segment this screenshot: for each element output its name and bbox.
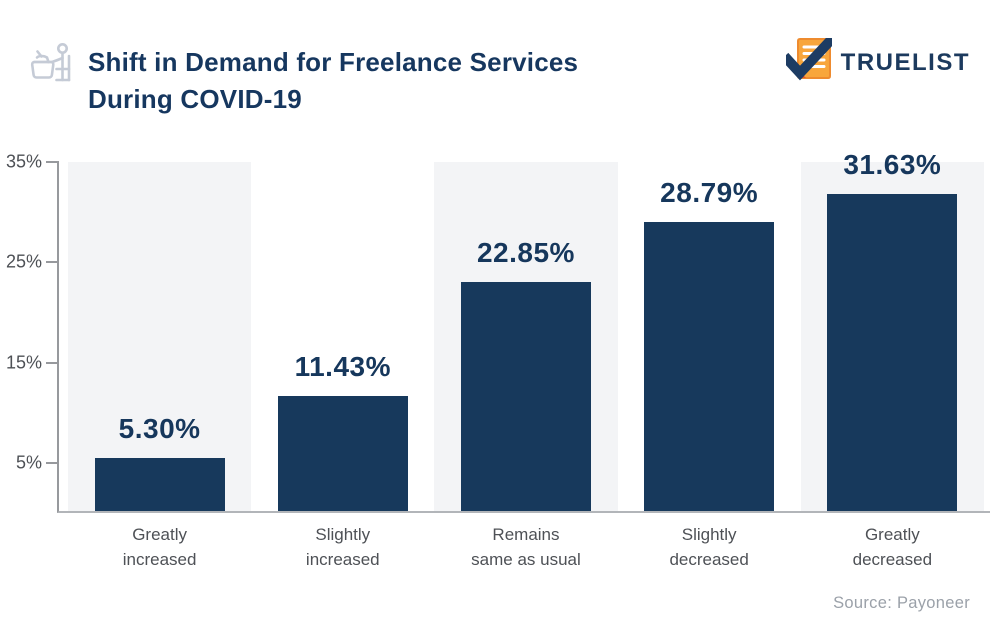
truelist-logo: TRUELIST [780,34,970,87]
bar [277,396,408,511]
plot-area: 5.30% Greatly increased 11.43% Slightly inc… [6,149,990,569]
category-label: Greatly increased [122,525,197,569]
checklist-check-icon [780,34,836,87]
chart-column: 22.85% Remains same as usual [434,162,618,569]
chart-column: 28.79% Slightly decreased [618,162,801,569]
bar [94,458,225,511]
category-label: Remains same as usual [471,525,581,569]
chart-column: 31.63% Greatly decreased [800,149,984,569]
bar [460,282,591,511]
columns-container: 5.30% Greatly increased 11.43% Slightly inc… [68,149,984,569]
logo-wordmark: TRUELIST [840,48,970,76]
chart-title-line2: During COVID-19 [88,83,302,114]
y-tick-mark [46,261,59,263]
source-attribution: Source: Payoneer [833,594,970,612]
category-label: Greatly decreased [852,525,933,569]
category-label: Slightly decreased [669,525,749,569]
bar-value-label: 31.63% [843,149,942,180]
chart-column: 5.30% Greatly increased [68,162,252,569]
chart-title-line1: Shift in Demand for Freelance Services [88,47,579,77]
bar-value-label: 11.43% [294,351,391,382]
y-tick-mark [46,161,59,163]
y-tick-mark [46,362,59,364]
y-tick-label: 25% [5,251,42,272]
freelancer-at-desk-icon [25,36,79,97]
category-label: Slightly increased [305,525,380,569]
y-tick-label: 35% [5,151,42,172]
bar-value-label: 22.85% [476,237,575,268]
y-tick-mark [46,462,59,464]
bar [827,194,958,511]
bar [644,222,775,511]
bar-value-label: 28.79% [660,177,759,208]
chart-title: Shift in Demand for Freelance Services D… [88,44,578,118]
y-tick-label: 15% [5,352,42,373]
chart-column: 11.43% Slightly increased [251,162,434,569]
y-tick-label: 5% [15,452,42,473]
bar-value-label: 5.30% [118,413,201,444]
